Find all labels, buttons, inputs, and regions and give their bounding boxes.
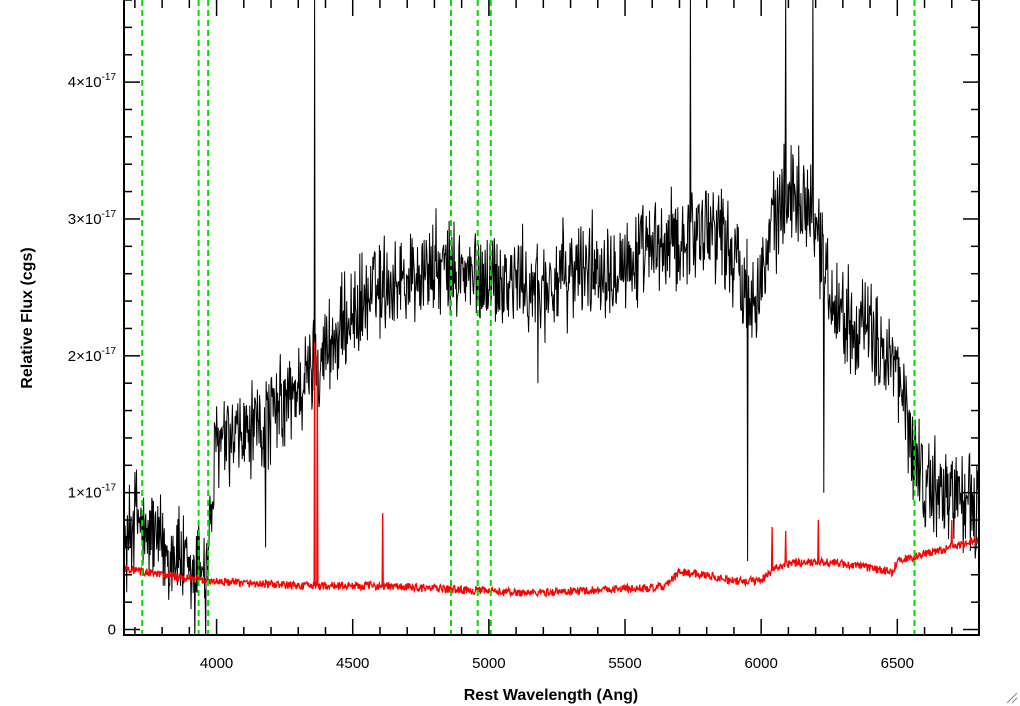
y-tick-label: 2×10-17 (68, 346, 117, 365)
axes: 4000 4500 5000 5500 6000 6500 0 1×10-17 2×10-17 3… (68, 0, 980, 672)
spectrum-error-line (124, 342, 980, 598)
y-tick-label: 3×10-17 (68, 209, 117, 228)
resize-grip-icon[interactable] (1004, 690, 1018, 704)
y-tick-label: 0 (108, 622, 116, 639)
x-tick-label: 4000 (200, 655, 233, 672)
x-tick-label: 5500 (608, 655, 641, 672)
y-tick-label: 1×10-17 (68, 483, 117, 502)
x-tick-label: 4500 (336, 655, 369, 672)
plot-frame (123, 0, 980, 636)
x-tick-label: 6000 (744, 655, 777, 672)
series-layer (124, 0, 980, 636)
y-axis-title: Relative Flux (cgs) (19, 247, 36, 388)
reference-lines (141, 0, 916, 635)
y-tick-label: 4×10-17 (68, 72, 117, 91)
spectrum-flux-line (124, 0, 980, 636)
x-tick-label: 6500 (881, 655, 914, 672)
x-axis-title: Rest Wavelength (Ang) (464, 687, 639, 704)
x-tick-label: 5000 (472, 655, 505, 672)
